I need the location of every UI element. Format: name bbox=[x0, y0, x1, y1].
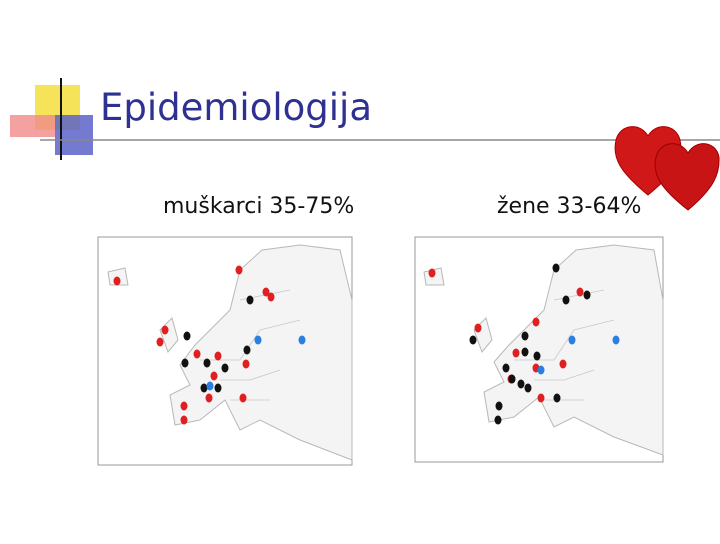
heart bbox=[654, 143, 720, 211]
map-land bbox=[423, 244, 664, 456]
slide-title: Epidemiologija bbox=[100, 86, 372, 129]
deco-red bbox=[10, 115, 55, 137]
map-dots bbox=[428, 263, 620, 425]
map-land bbox=[107, 244, 353, 461]
panel-label: žene 33-64% bbox=[497, 194, 641, 219]
map-dots bbox=[113, 265, 306, 425]
panel-label: muškarci 35-75% bbox=[163, 194, 354, 219]
map bbox=[97, 236, 353, 466]
map-borders bbox=[200, 289, 301, 401]
map bbox=[414, 236, 664, 463]
map-borders bbox=[514, 289, 615, 401]
